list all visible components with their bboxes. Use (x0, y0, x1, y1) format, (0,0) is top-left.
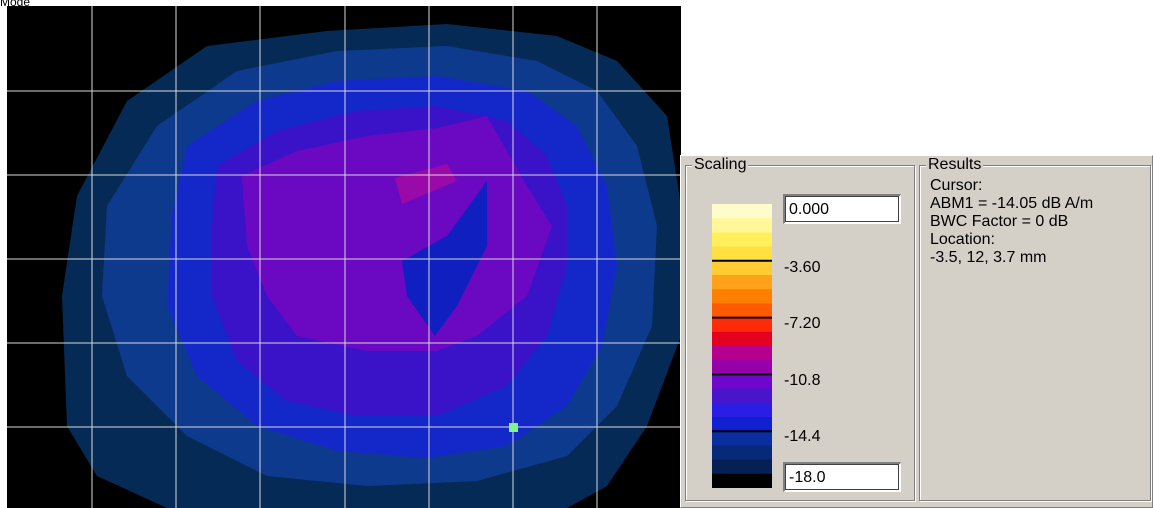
color-swatch (712, 289, 772, 304)
contour-level-minus-7-2 (395, 164, 457, 204)
color-swatch (712, 303, 772, 319)
tick-label-minus-7-20: -7.20 (784, 315, 821, 332)
results-bwc-factor: BWC Factor = 0 dB (930, 213, 1069, 230)
color-swatch (712, 246, 772, 262)
color-scale-bar (712, 204, 772, 488)
color-swatch (712, 445, 772, 461)
max-value-input[interactable]: 0.000 (783, 194, 901, 224)
color-swatch (712, 218, 772, 233)
color-swatch (712, 360, 772, 375)
grid-lines (7, 6, 681, 508)
color-swatch (712, 388, 772, 404)
color-swatch (712, 402, 772, 418)
color-swatch (712, 275, 772, 290)
color-swatch (712, 331, 772, 347)
results-location-value: -3.5, 12, 3.7 mm (930, 249, 1047, 266)
scaling-group: Scaling 0.000 -3.60 -7.20 -10.8 -14.4 -1… (685, 156, 915, 501)
color-swatch (712, 346, 772, 361)
results-abm1-value: ABM1 = -14.05 dB A/m (930, 195, 1094, 212)
cursor-marker[interactable] (509, 423, 518, 432)
scaling-title: Scaling (692, 156, 749, 174)
color-swatch (712, 260, 772, 276)
color-swatch (712, 431, 772, 446)
window-corner-label: Mode (0, 0, 31, 9)
results-cursor-heading: Cursor: (930, 177, 983, 194)
results-location-heading: Location: (930, 231, 995, 248)
color-swatch (712, 459, 772, 475)
tick-label-minus-14-4: -14.4 (784, 428, 821, 445)
color-swatch (712, 204, 772, 219)
control-panel: Scaling 0.000 -3.60 -7.20 -10.8 -14.4 -1… (680, 155, 1153, 508)
field-contour-plot[interactable] (7, 6, 681, 508)
results-title: Results (926, 156, 984, 174)
min-value-input[interactable]: -18.0 (783, 462, 901, 492)
color-swatch (712, 374, 772, 390)
tick-label-minus-3-60: -3.60 (784, 259, 821, 276)
color-swatch (712, 417, 772, 432)
color-swatch (712, 232, 772, 248)
tick-label-minus-10-8: -10.8 (784, 372, 821, 389)
results-group: Results Cursor: ABM1 = -14.05 dB A/m BWC… (919, 156, 1151, 501)
color-swatch (712, 473, 772, 488)
color-swatch (712, 317, 772, 333)
